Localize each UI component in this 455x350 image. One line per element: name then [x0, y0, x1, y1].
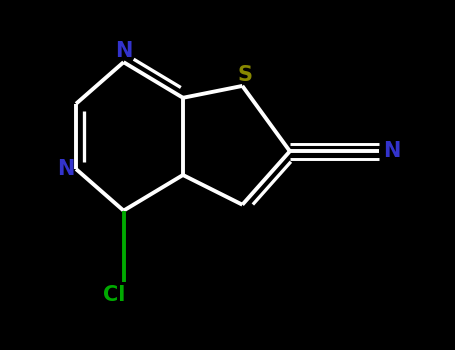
- Text: Cl: Cl: [103, 285, 126, 305]
- Text: S: S: [238, 65, 253, 85]
- Text: N: N: [383, 141, 401, 161]
- Text: N: N: [57, 159, 74, 179]
- Text: N: N: [115, 42, 132, 62]
